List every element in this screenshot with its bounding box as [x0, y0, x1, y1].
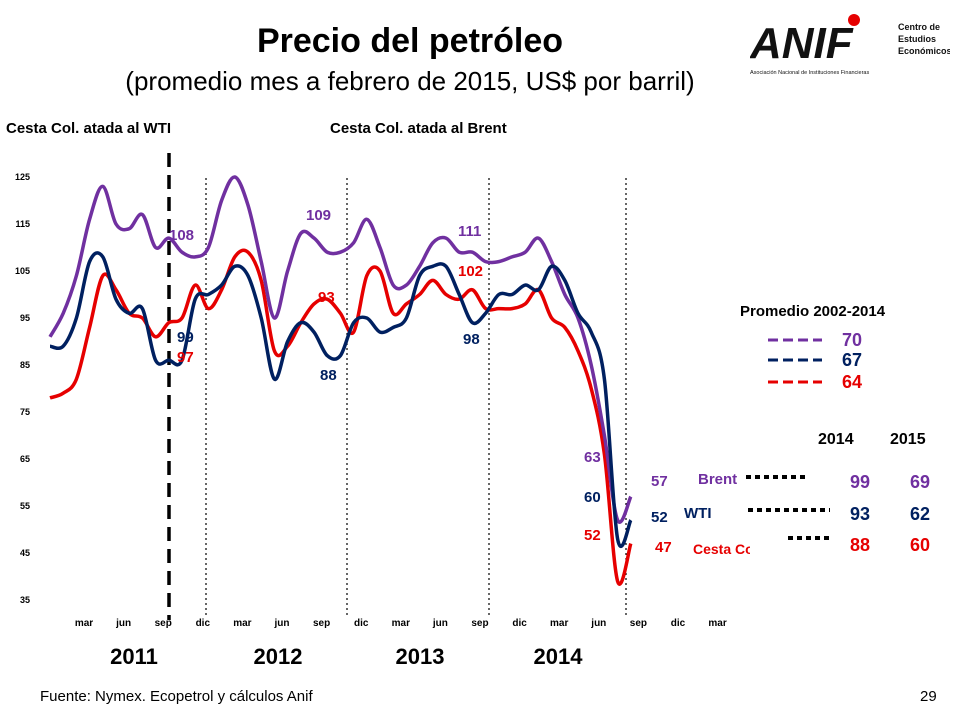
data-label-wti: 88 — [320, 367, 337, 384]
legend-panel: Promedio 2002-2014 70 67 64 2014 2015 99… — [740, 303, 930, 555]
brent-2014-value: 99 — [850, 472, 870, 492]
average-title: Promedio 2002-2014 — [740, 303, 886, 320]
average-brent-value: 70 — [842, 330, 862, 350]
data-label-wti: 60 — [584, 489, 601, 506]
source-footer: Fuente: Nymex. Ecopetrol y cálculos Anif — [40, 688, 313, 705]
wti-name-label: WTI — [684, 505, 712, 522]
page-title: Precio del petróleo — [256, 22, 564, 60]
y-tick-label: 35 — [20, 595, 30, 605]
x-tick-label: dic — [196, 618, 211, 629]
series-name-labels: Brent WTI Cesta Col — [684, 471, 750, 557]
x-tick-label: dic — [354, 618, 369, 629]
logo-tagline: Asociación Nacional de Instituciones Fin… — [750, 70, 869, 76]
logo-red-dot — [848, 14, 860, 26]
oil-price-chart: 35 45 55 65 75 85 95 105 115 125 mar jun sep dic mar j… — [15, 153, 727, 669]
brent-section-heading: Cesta Col. atada al Brent — [330, 120, 507, 137]
y-axis: 35 45 55 65 75 85 95 105 115 125 — [15, 172, 30, 605]
data-label-wti: 52 — [651, 509, 668, 526]
year-label: 2014 — [534, 644, 584, 669]
average-cesta-value: 64 — [842, 372, 862, 392]
table-col-2015: 2015 — [890, 431, 926, 448]
x-tick-label: jun — [432, 618, 448, 629]
x-axis: mar jun sep dic mar jun sep dic mar jun sep dic mar j… — [75, 618, 727, 669]
data-label-brent: 109 — [306, 207, 331, 224]
year-divider-layer — [167, 153, 627, 620]
cesta-2015-value: 60 — [910, 535, 930, 555]
y-tick-label: 45 — [20, 548, 30, 558]
x-tick-label: jun — [115, 618, 131, 629]
data-label-brent: 108 — [169, 227, 194, 244]
x-tick-label: jun — [274, 618, 290, 629]
logo-side-2: Estudios — [898, 34, 936, 44]
data-label-layer: 108 99 97 109 93 88 111 102 98 63 60 52 57 52 47 — [169, 207, 672, 556]
logo-side-1: Centro de — [898, 22, 940, 32]
x-tick-label: dic — [671, 618, 686, 629]
y-tick-label: 55 — [20, 501, 30, 511]
year-label: 2012 — [254, 644, 303, 669]
data-label-cesta-col: 93 — [318, 289, 335, 306]
x-tick-label: mar — [233, 618, 251, 629]
y-tick-label: 95 — [20, 313, 30, 323]
y-tick-label: 65 — [20, 454, 30, 464]
x-tick-label: sep — [630, 618, 647, 629]
data-label-wti: 98 — [463, 331, 480, 348]
table-col-2014: 2014 — [818, 431, 854, 448]
page-subtitle: (promedio mes a febrero de 2015, US$ por… — [125, 66, 695, 96]
y-tick-label: 75 — [20, 407, 30, 417]
x-tick-label: mar — [708, 618, 726, 629]
x-tick-label: mar — [550, 618, 568, 629]
x-tick-label: sep — [155, 618, 172, 629]
cesta-name-label: Cesta Col — [693, 541, 750, 557]
y-tick-label: 125 — [15, 172, 30, 182]
x-tick-label: mar — [75, 618, 93, 629]
data-label-brent: 111 — [458, 223, 481, 240]
brent-2015-value: 69 — [910, 472, 930, 492]
brent-name-label: Brent — [698, 471, 737, 488]
wti-2014-value: 93 — [850, 504, 870, 524]
x-tick-label: sep — [471, 618, 488, 629]
data-label-cesta-col: 102 — [458, 263, 483, 280]
data-label-cesta-col: 52 — [584, 527, 601, 544]
x-tick-label: mar — [392, 618, 410, 629]
cesta-2014-value: 88 — [850, 535, 870, 555]
data-label-brent: 63 — [584, 449, 601, 466]
wti-2015-value: 62 — [910, 504, 930, 524]
data-label-brent: 57 — [651, 473, 668, 490]
data-label-wti: 99 — [177, 329, 194, 346]
year-label: 2013 — [396, 644, 445, 669]
y-tick-label: 105 — [15, 266, 30, 276]
data-label-cesta-col: 47 — [655, 539, 672, 556]
average-wti-value: 67 — [842, 350, 862, 370]
series-line-wti — [49, 251, 633, 549]
series-line-brent — [48, 175, 633, 524]
y-tick-label: 85 — [20, 360, 30, 370]
logo-text: ANIF — [750, 19, 854, 68]
year-label: 2011 — [110, 644, 158, 669]
x-tick-label: jun — [590, 618, 606, 629]
data-label-cesta-col: 97 — [177, 349, 194, 366]
x-tick-label: sep — [313, 618, 330, 629]
logo-side-3: Económicos — [898, 46, 950, 56]
series-layer — [48, 175, 633, 586]
page-number: 29 — [920, 688, 937, 705]
x-tick-label: dic — [512, 618, 527, 629]
series-line-cesta-col — [49, 248, 633, 586]
anif-logo: ANIF Asociación Nacional de Institucione… — [750, 14, 950, 76]
wti-section-heading: Cesta Col. atada al WTI — [6, 120, 172, 137]
y-tick-label: 115 — [15, 219, 30, 229]
